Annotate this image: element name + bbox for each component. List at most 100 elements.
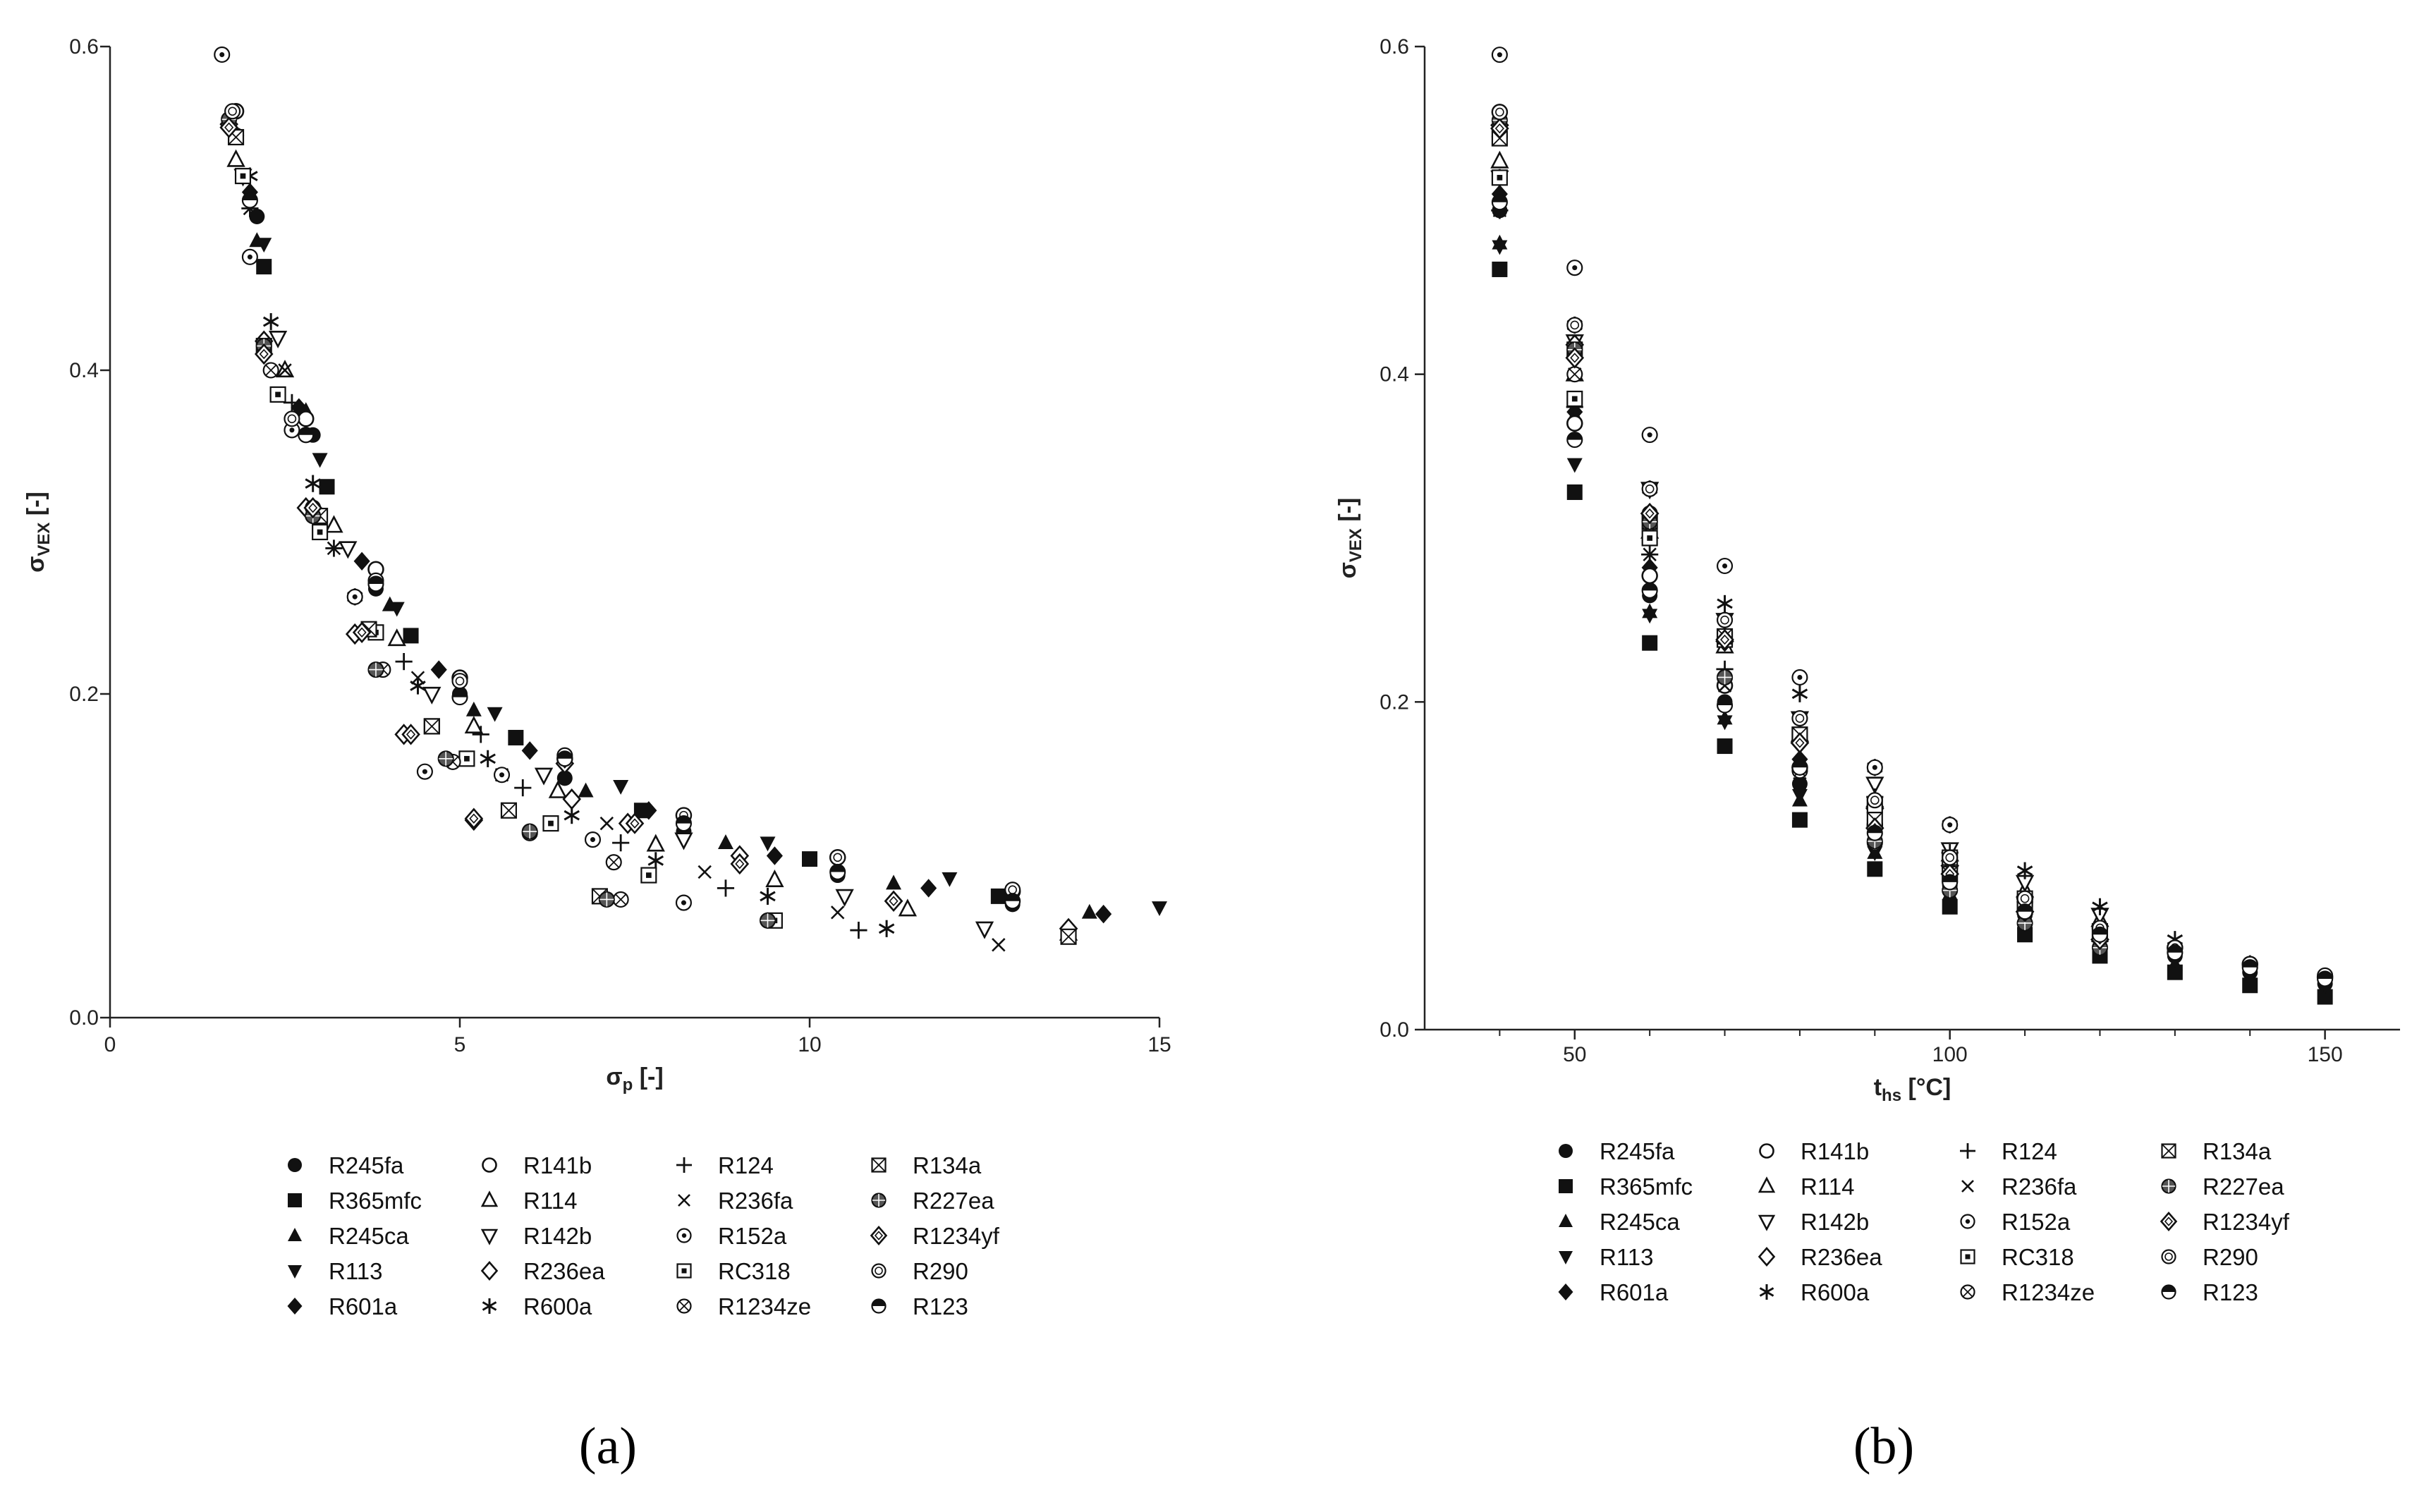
legend-label: R236fa [718,1188,793,1214]
data-point [451,673,468,690]
data-point [387,628,406,647]
legend-item: R245fa [1559,1138,1675,1164]
data-point [1942,874,1959,891]
data-point [256,238,272,253]
series-r142b [1490,170,2109,926]
data-point [262,313,279,331]
y-axis-label: σVEX [-] [23,492,54,573]
data-point [256,259,272,275]
data-point [312,523,329,541]
series-r114 [226,149,1078,941]
legend-label: R601a [329,1293,398,1319]
data-point [1566,458,1583,473]
data-point [698,865,712,879]
y-tick-label: 0.6 [1380,35,1409,59]
data-point [234,168,252,185]
series-r113 [256,238,1167,917]
series-r113 [1492,240,2333,994]
data-point [556,750,573,767]
legend-label: R236ea [523,1258,605,1284]
x-tick-label: 150 [2308,1043,2343,1066]
y-tick-label: 0.2 [1380,690,1409,714]
legend-item: R152a [1960,1209,2071,1235]
legend-marker [676,1228,692,1243]
data-point [367,575,384,592]
data-point [464,807,484,829]
x-tick-label: 100 [1932,1043,1968,1066]
legend-label: R290 [913,1258,968,1284]
data-point [647,852,664,870]
legend-marker [871,1193,887,1208]
legend-item: R365mfc [288,1188,422,1214]
data-point [464,716,483,733]
x-tick-label: 50 [1563,1043,1586,1066]
data-point [1491,47,1508,63]
x-axis-label-sub: hs [1882,1086,1901,1105]
data-point [278,363,292,377]
legend-item: RC318 [676,1258,791,1284]
y-tick-label: 0.4 [1380,363,1409,386]
data-point [226,149,245,167]
legend-marker [1559,1214,1573,1227]
data-point [1791,812,1808,828]
legend-marker [871,1298,887,1314]
data-point [430,660,447,679]
data-point [1865,776,1884,795]
series-r227ea [221,111,777,929]
legend-marker [288,1228,302,1241]
data-point [717,834,733,849]
data-point [640,867,657,884]
data-point [898,898,918,917]
data-point [1566,484,1583,500]
data-point [598,891,615,908]
data-point [640,801,657,820]
legend-item: R114 [1758,1173,1854,1200]
data-point [1716,557,1734,575]
data-point [850,921,867,939]
legend-item: R141b [482,1152,592,1178]
legend-item: R113 [288,1258,382,1284]
data-point [1492,240,1508,255]
data-point [1717,595,1733,613]
legend-label: R1234yf [913,1223,1000,1249]
data-point [1640,502,1659,525]
x-axis-label-unit: [-] [633,1063,663,1090]
chart-b: 0.0 0.2 0.4 0.6 50 100 150 σVEX [-] ths [°C] R245… [1334,35,2400,1475]
data-point [465,701,482,717]
data-point [1095,904,1112,924]
data-point [548,780,568,798]
legend-item: R114 [480,1188,577,1214]
data-point [324,515,343,533]
data-point [241,192,258,209]
data-point [1867,846,1883,862]
y-tick-label: 0.0 [1380,1018,1409,1042]
data-point [262,362,279,379]
data-point [564,807,580,824]
legend-item: R1234yf [870,1223,1000,1249]
data-point [1566,317,1583,334]
data-point [1866,759,1883,776]
data-point [283,394,301,411]
series-r365mfc [1492,261,2333,1005]
data-point [759,912,777,929]
data-point [339,541,358,559]
legend-item: R1234ze [1960,1279,2095,1305]
legend-label: R290 [2203,1244,2258,1270]
legend-label: R134a [913,1152,982,1178]
y-tick-label: 0.6 [69,35,99,59]
data-point [1490,117,1509,140]
legend-item: R600a [1759,1279,1870,1305]
legend-label: R142b [523,1223,592,1249]
legend-item: R600a [482,1293,592,1319]
data-point [500,802,517,819]
legend-marker [1559,1179,1573,1193]
data-point [224,103,241,120]
legend-item: R227ea [871,1188,994,1214]
legend-marker [482,1298,497,1314]
legend-marker [288,1158,302,1172]
series-r245ca [1492,234,2183,970]
panel-label: (b) [1853,1418,1914,1475]
legend-item: R152a [676,1223,787,1249]
data-point [886,874,902,890]
